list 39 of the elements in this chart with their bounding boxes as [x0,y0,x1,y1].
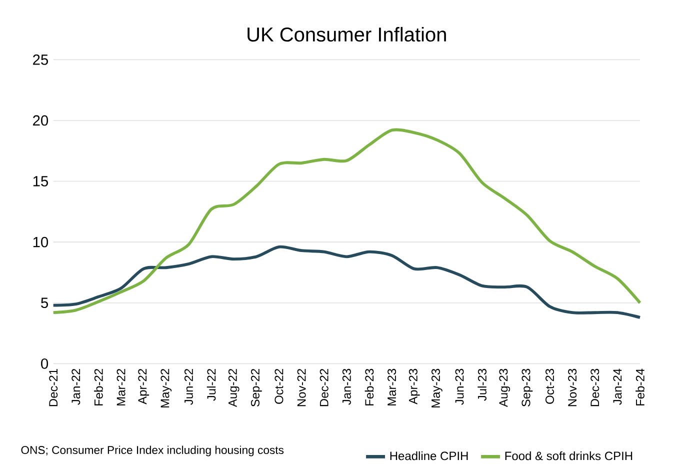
y-tick-label: 20 [33,115,48,126]
y-tick-label: 0 [41,358,48,369]
x-tick-label: Feb-22 [94,368,103,406]
chart-title: UK Consumer Inflation [248,26,446,42]
x-tick-label: Aug-22 [228,368,240,408]
x-tick-label: Nov-22 [297,368,306,406]
legend-label: Headline CPIH [390,451,468,460]
y-tick-label: 5 [41,298,48,308]
line-series [52,245,642,319]
x-tick-label: Sep-23 [522,368,533,407]
x-tick-label: Jun-22 [184,368,193,405]
x-tick-label: Oct-23 [545,368,554,404]
x-tick-label: Jul-22 [206,368,216,401]
x-tick-label: Feb-23 [364,368,374,406]
x-tick-label: Aug-23 [499,368,510,408]
x-tick-label: Jan-23 [342,368,351,405]
x-tick-label: May-22 [160,368,172,408]
x-tick-label: Mar-22 [116,368,126,406]
x-tick-label: Mar-23 [388,368,396,406]
x-tick-label: Dec-21 [49,368,58,406]
y-tick-label: 25 [33,54,48,65]
y-tick-label: 15 [33,176,48,186]
x-tick-label: May-23 [431,368,442,408]
x-tick-label: Dec-23 [590,368,600,406]
text: ONS; Consumer Price Index including housing costs [21,446,284,456]
y-tick-label: 10 [33,236,48,248]
x-tick-label: Apr-22 [138,368,150,404]
x-tick-label: Feb-24 [636,368,644,406]
x-tick-label: Oct-22 [274,368,284,404]
x-tick-label: Dec-22 [320,368,328,406]
x-tick-label: Apr-23 [408,368,420,404]
x-tick-label: Jul-23 [478,368,486,401]
x-tick-label: Jan-22 [72,368,80,405]
x-tick-label: Sep-22 [250,368,262,407]
x-tick-label: Nov-23 [568,368,577,406]
legend-label: Food & soft drinks CPIH [505,451,632,460]
x-tick-label: Jun-23 [455,368,464,405]
line-series [52,128,642,314]
x-tick-label: Jan-24 [613,368,622,405]
